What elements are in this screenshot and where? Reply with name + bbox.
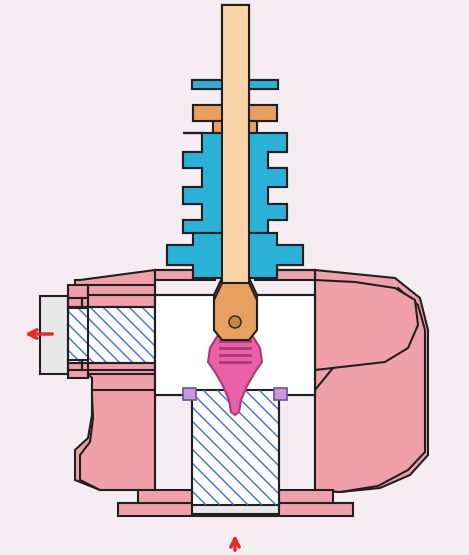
Bar: [222, 5, 249, 283]
Bar: [192, 500, 279, 514]
Polygon shape: [80, 390, 155, 490]
Bar: [193, 105, 277, 121]
Polygon shape: [255, 270, 315, 280]
Bar: [222, 278, 249, 328]
Polygon shape: [68, 298, 82, 308]
Polygon shape: [75, 270, 155, 490]
Bar: [222, 5, 249, 295]
Polygon shape: [167, 233, 303, 278]
Bar: [40, 296, 68, 374]
Polygon shape: [315, 280, 418, 370]
Polygon shape: [183, 133, 287, 233]
Bar: [222, 5, 249, 325]
Bar: [222, 278, 249, 288]
Polygon shape: [167, 233, 303, 278]
Bar: [192, 80, 278, 89]
Polygon shape: [68, 360, 82, 370]
Circle shape: [229, 316, 241, 328]
Bar: [193, 105, 277, 121]
Polygon shape: [208, 335, 262, 415]
Polygon shape: [183, 133, 287, 233]
Bar: [118, 503, 353, 516]
Bar: [138, 490, 333, 508]
Polygon shape: [315, 288, 425, 492]
Polygon shape: [315, 270, 428, 492]
Bar: [183, 388, 196, 400]
Polygon shape: [68, 285, 155, 378]
Bar: [213, 121, 257, 133]
Bar: [213, 121, 257, 133]
Polygon shape: [214, 283, 257, 340]
Polygon shape: [214, 278, 257, 340]
Bar: [68, 307, 155, 363]
Bar: [274, 388, 287, 400]
Polygon shape: [155, 270, 215, 280]
Circle shape: [229, 314, 241, 326]
Bar: [155, 295, 315, 395]
Bar: [192, 390, 279, 505]
Bar: [192, 80, 278, 89]
